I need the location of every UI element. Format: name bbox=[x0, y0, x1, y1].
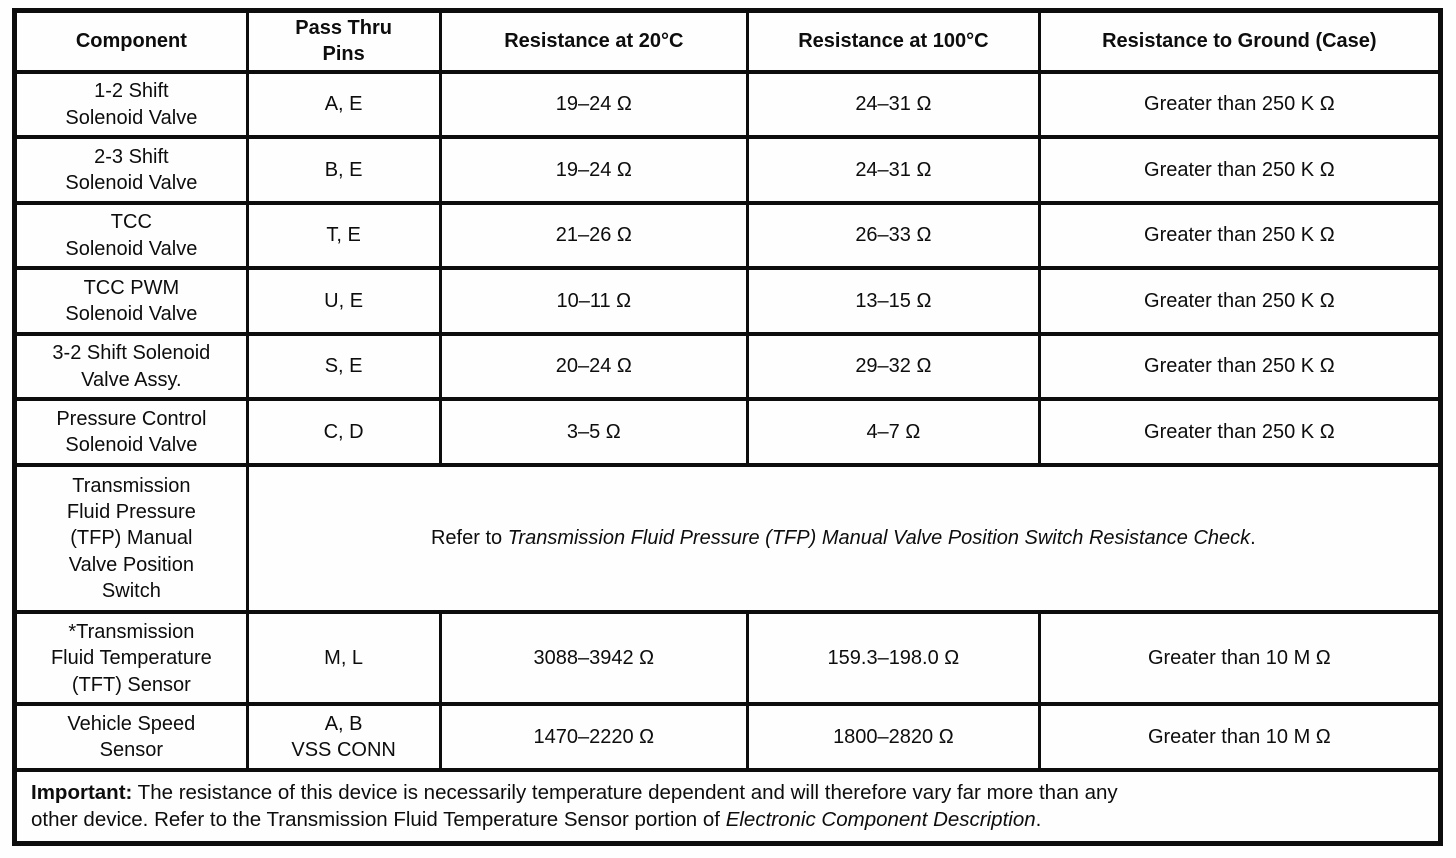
tfp-reference-note-cell: Refer to Transmission Fluid Pressure (TF… bbox=[245, 462, 1443, 615]
header-resistance-ground: Resistance to Ground (Case) bbox=[1037, 8, 1443, 74]
component-cell: Vehicle Speed Sensor bbox=[13, 702, 249, 772]
tft-sensor-row: *Transmission Fluid Temperature (TFT) Se… bbox=[13, 610, 1443, 707]
ground-cell: Greater than 10 M Ω bbox=[1037, 610, 1443, 707]
note-suffix: . bbox=[1250, 527, 1256, 550]
pins-cell: M, L bbox=[245, 610, 442, 707]
component-cell: *Transmission Fluid Temperature (TFT) Se… bbox=[13, 610, 249, 707]
ground-cell: Greater than 250 K Ω bbox=[1037, 135, 1443, 205]
important-label: Important: bbox=[31, 780, 133, 804]
table-row: 2-3 Shift Solenoid Valve B, E 19–24 Ω 24… bbox=[13, 135, 1443, 205]
r20-cell: 19–24 Ω bbox=[438, 69, 750, 140]
component-cell: 3-2 Shift Solenoid Valve Assy. bbox=[13, 331, 249, 402]
ground-cell: Greater than 250 K Ω bbox=[1037, 266, 1443, 336]
component-cell: TCC Solenoid Valve bbox=[13, 200, 249, 271]
important-note-row: Important: The resistance of this device… bbox=[13, 767, 1442, 846]
pins-cell: A, B VSS CONN bbox=[245, 702, 442, 772]
note-prefix: Refer to bbox=[430, 527, 508, 550]
important-reference-title: Electronic Component Description bbox=[725, 808, 1036, 832]
r100-cell: 159.3–198.0 Ω bbox=[746, 610, 1041, 707]
r100-cell: 26–33 Ω bbox=[746, 200, 1041, 271]
r20-cell: 1470–2220 Ω bbox=[438, 702, 750, 772]
pins-cell: C, D bbox=[245, 397, 442, 467]
r100-cell: 24–31 Ω bbox=[746, 69, 1041, 140]
pins-cell: B, E bbox=[245, 135, 442, 205]
header-resistance-20c: Resistance at 20°C bbox=[438, 8, 750, 74]
header-row: Component Pass Thru Pins Resistance at 2… bbox=[13, 8, 1443, 74]
r100-cell: 1800–2820 Ω bbox=[746, 702, 1041, 772]
pins-cell: U, E bbox=[245, 266, 442, 336]
r20-cell: 19–24 Ω bbox=[438, 135, 750, 205]
pins-cell: T, E bbox=[245, 200, 442, 271]
ground-cell: Greater than 250 K Ω bbox=[1037, 397, 1443, 467]
table-row: Pressure Control Solenoid Valve C, D 3–5… bbox=[13, 397, 1443, 467]
pins-cell: A, E bbox=[245, 69, 442, 140]
pins-cell: S, E bbox=[245, 331, 442, 402]
r20-cell: 21–26 Ω bbox=[438, 200, 750, 271]
ground-cell: Greater than 250 K Ω bbox=[1037, 331, 1443, 402]
r100-cell: 29–32 Ω bbox=[746, 331, 1041, 402]
note-reference-title: Transmission Fluid Pressure (TFP) Manual… bbox=[507, 527, 1251, 550]
r20-cell: 20–24 Ω bbox=[438, 331, 750, 402]
r100-cell: 4–7 Ω bbox=[746, 397, 1041, 467]
header-pass-thru-pins: Pass Thru Pins bbox=[245, 8, 442, 74]
table-row: 3-2 Shift Solenoid Valve Assy. S, E 20–2… bbox=[13, 331, 1443, 402]
component-cell: Transmission Fluid Pressure (TFP) Manual… bbox=[13, 462, 249, 615]
r20-cell: 3–5 Ω bbox=[438, 397, 750, 467]
resistance-spec-table: Component Pass Thru Pins Resistance at 2… bbox=[12, 8, 1443, 846]
important-note-cell: Important: The resistance of this device… bbox=[13, 767, 1442, 846]
ground-cell: Greater than 250 K Ω bbox=[1037, 200, 1443, 271]
component-cell: Pressure Control Solenoid Valve bbox=[13, 397, 249, 467]
r100-cell: 24–31 Ω bbox=[746, 135, 1041, 205]
vss-sensor-row: Vehicle Speed Sensor A, B VSS CONN 1470–… bbox=[13, 702, 1443, 772]
tfp-switch-row: Transmission Fluid Pressure (TFP) Manual… bbox=[13, 462, 1443, 615]
header-component: Component bbox=[13, 8, 249, 74]
r20-cell: 3088–3942 Ω bbox=[438, 610, 750, 707]
component-cell: TCC PWM Solenoid Valve bbox=[13, 266, 249, 336]
table-row: 1-2 Shift Solenoid Valve A, E 19–24 Ω 24… bbox=[13, 69, 1443, 140]
component-cell: 1-2 Shift Solenoid Valve bbox=[13, 69, 249, 140]
ground-cell: Greater than 250 K Ω bbox=[1037, 69, 1443, 140]
header-resistance-100c: Resistance at 100°C bbox=[746, 8, 1041, 74]
important-suffix: . bbox=[1035, 808, 1042, 832]
r100-cell: 13–15 Ω bbox=[746, 266, 1041, 336]
table-row: TCC Solenoid Valve T, E 21–26 Ω 26–33 Ω … bbox=[13, 200, 1443, 271]
important-body: The resistance of this device is necessa… bbox=[31, 780, 1118, 832]
component-cell: 2-3 Shift Solenoid Valve bbox=[13, 135, 249, 205]
table-row: TCC PWM Solenoid Valve U, E 10–11 Ω 13–1… bbox=[13, 266, 1443, 336]
r20-cell: 10–11 Ω bbox=[438, 266, 750, 336]
ground-cell: Greater than 10 M Ω bbox=[1037, 702, 1443, 772]
